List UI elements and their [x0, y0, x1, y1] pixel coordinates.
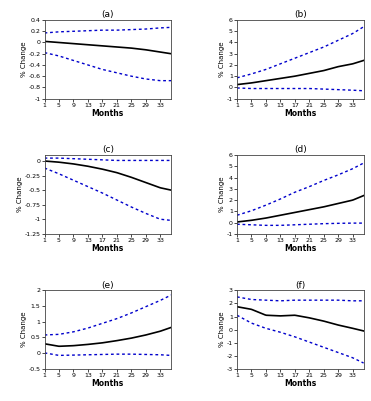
Y-axis label: % Change: % Change	[21, 42, 27, 77]
X-axis label: Months: Months	[284, 244, 316, 253]
Y-axis label: % Change: % Change	[219, 42, 225, 77]
Title: (e): (e)	[102, 281, 114, 290]
Title: (a): (a)	[102, 10, 114, 19]
Title: (b): (b)	[294, 10, 307, 19]
Title: (d): (d)	[294, 146, 307, 154]
X-axis label: Months: Months	[92, 244, 124, 253]
Y-axis label: % Change: % Change	[219, 312, 225, 347]
X-axis label: Months: Months	[92, 109, 124, 118]
Y-axis label: % Change: % Change	[219, 177, 225, 212]
Y-axis label: % Change: % Change	[21, 312, 27, 347]
X-axis label: Months: Months	[284, 379, 316, 389]
Y-axis label: % Change: % Change	[17, 177, 23, 212]
X-axis label: Months: Months	[92, 379, 124, 389]
X-axis label: Months: Months	[284, 109, 316, 118]
Title: (c): (c)	[102, 146, 114, 154]
Title: (f): (f)	[295, 281, 305, 290]
